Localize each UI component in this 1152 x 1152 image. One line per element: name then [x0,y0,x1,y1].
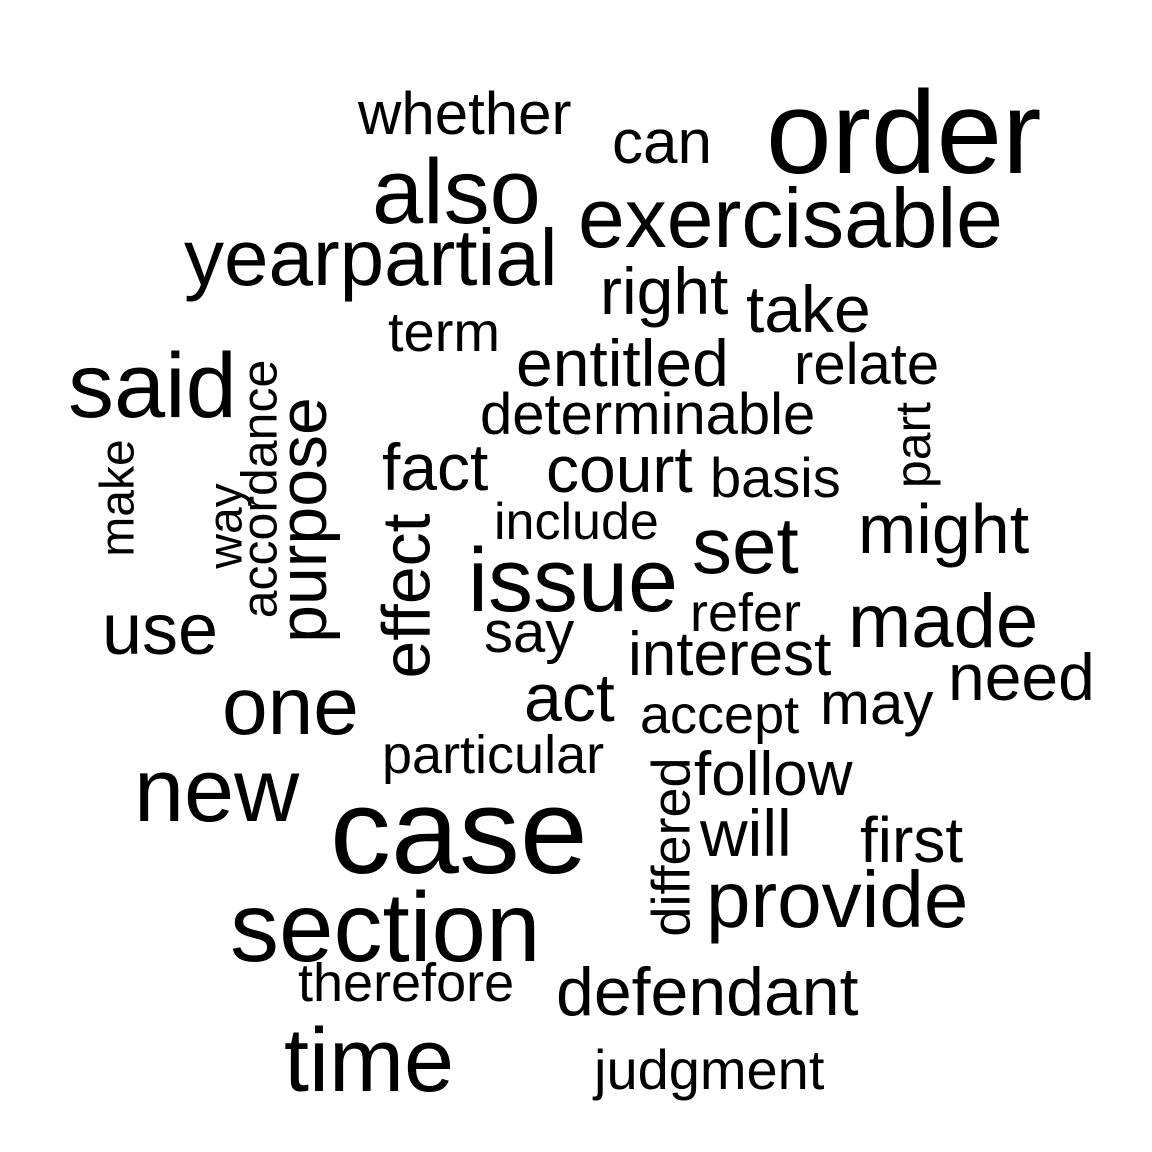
word-whether: whether [358,84,571,144]
word-set: set [692,506,799,586]
word-interest: interest [628,624,831,686]
word-act: act [524,664,615,732]
word-defendant: defendant [556,958,859,1026]
word-say: say [484,604,574,662]
word-one: one [222,666,359,748]
word-way: way [203,483,251,568]
word-basis: basis [710,450,841,506]
word-relate: relate [794,336,939,394]
word-make: make [95,439,143,556]
word-can: can [612,112,712,174]
word-accept: accept [640,688,799,742]
word-may: may [820,674,933,734]
word-need: need [948,644,1095,710]
word-said: said [68,340,237,432]
word-new: new [134,746,299,836]
word-provide: provide [706,860,968,940]
word-effect: effect [373,513,441,678]
word-fact: fact [382,434,488,500]
word-part: part [888,402,938,488]
word-use: use [102,594,218,666]
word-judgment: judgment [594,1042,824,1098]
word-purpose: purpose [269,397,337,643]
word-right: right [600,258,728,324]
word-therefore: therefore [298,956,514,1010]
word-term: term [388,304,500,360]
word-might: might [858,494,1029,564]
word-time: time [284,1016,454,1106]
word-yearpartial: yearpartial [184,218,558,298]
word-differed: differed [645,757,699,936]
word-exercisable: exercisable [578,176,1003,260]
